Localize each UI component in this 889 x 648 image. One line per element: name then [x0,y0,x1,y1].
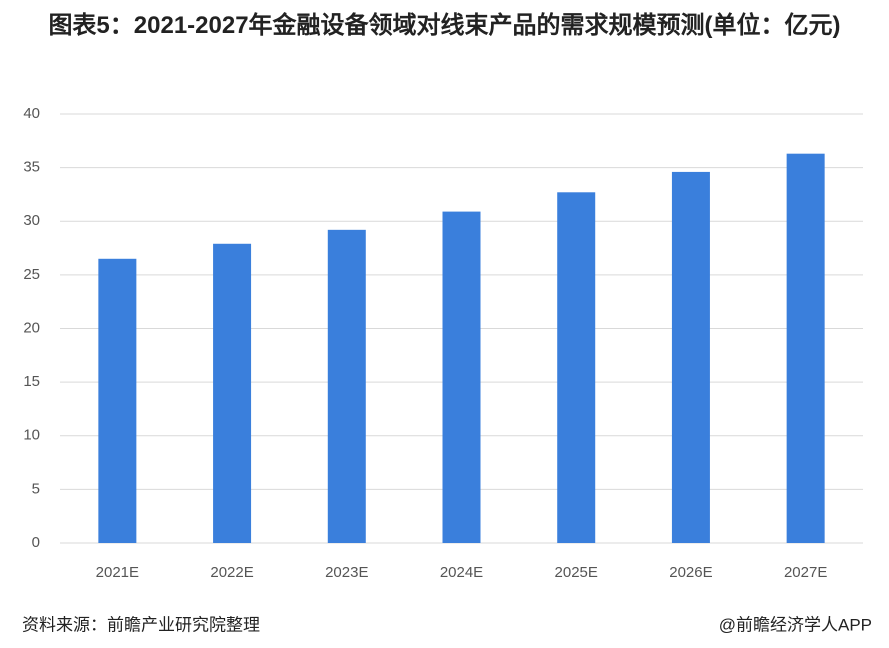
bar [671,171,710,544]
y-tick-label: 30 [23,212,40,229]
x-tick-label: 2023E [325,564,368,581]
y-tick-label: 20 [23,319,40,336]
x-tick-label: 2024E [440,564,483,581]
y-tick-label: 5 [32,480,40,497]
x-tick-label: 2021E [96,564,139,581]
source-note: 资料来源：前瞻产业研究院整理 [22,615,260,634]
x-tick-label: 2022E [210,564,253,581]
bar [786,153,825,543]
x-tick-label: 2026E [669,564,712,581]
y-tick-label: 35 [23,159,40,176]
y-tick-label: 15 [23,373,40,390]
bar [213,243,252,543]
watermark-note: @前瞻经济学人APP [719,615,872,634]
y-tick-label: 0 [32,534,40,551]
bar [98,258,137,543]
bar [327,229,366,543]
x-tick-label: 2027E [784,564,827,581]
chart-title: 图表5：2021-2027年金融设备领域对线束产品的需求规模预测(单位：亿元) [48,12,841,39]
bar [442,211,481,543]
y-tick-label: 10 [23,427,40,444]
y-tick-label: 25 [23,266,40,283]
y-tick-label: 40 [23,105,40,122]
x-tick-label: 2025E [555,564,598,581]
bar [557,192,596,544]
